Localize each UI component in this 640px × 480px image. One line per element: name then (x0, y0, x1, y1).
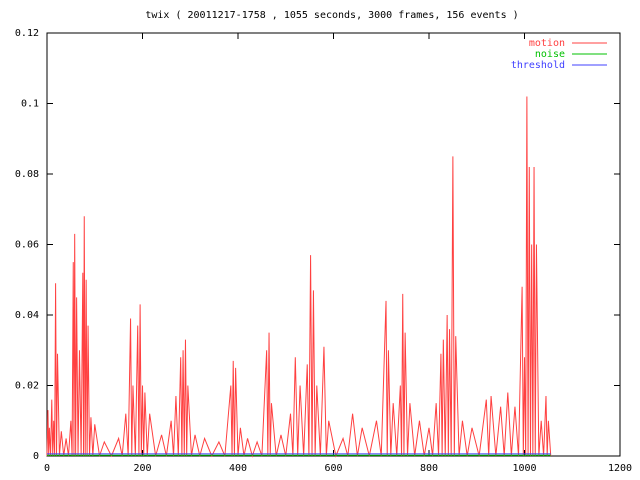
y-tick-label: 0.02 (15, 381, 39, 392)
y-tick-label: 0 (33, 451, 39, 462)
legend-label: threshold (511, 60, 565, 71)
x-tick-label: 0 (44, 463, 50, 474)
y-tick-label: 0.06 (15, 240, 39, 251)
x-tick-label: 200 (133, 463, 151, 474)
y-tick-label: 0.12 (15, 28, 39, 39)
x-tick-label: 1000 (512, 463, 536, 474)
legend-label: noise (535, 49, 565, 60)
series-line (46, 96, 552, 458)
x-tick-label: 800 (420, 463, 438, 474)
x-tick-label: 600 (324, 463, 342, 474)
y-tick-label: 0.04 (15, 310, 39, 321)
chart-title: twix ( 20011217-1758 , 1055 seconds, 300… (145, 10, 518, 21)
x-tick-label: 400 (229, 463, 247, 474)
x-tick-label: 1200 (608, 463, 632, 474)
y-tick-label: 0.08 (15, 169, 39, 180)
legend-label: motion (529, 38, 565, 49)
y-tick-label: 0.1 (21, 99, 39, 110)
